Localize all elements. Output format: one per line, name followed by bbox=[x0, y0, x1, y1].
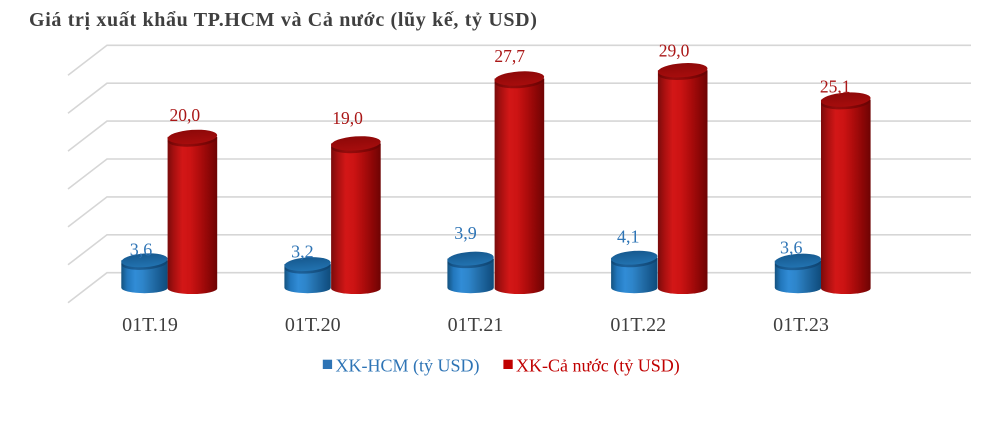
svg-text:XK-Cả nước (tỷ USD): XK-Cả nước (tỷ USD) bbox=[516, 356, 680, 377]
svg-text:01T.20: 01T.20 bbox=[285, 314, 341, 336]
svg-text:3,9: 3,9 bbox=[454, 223, 477, 243]
svg-text:3,6: 3,6 bbox=[130, 240, 153, 260]
svg-text:XK-HCM (tỷ USD): XK-HCM (tỷ USD) bbox=[336, 356, 480, 377]
svg-text:25,1: 25,1 bbox=[820, 77, 851, 97]
svg-text:01T.21: 01T.21 bbox=[448, 314, 504, 336]
svg-text:3,2: 3,2 bbox=[291, 242, 314, 262]
svg-text:3,6: 3,6 bbox=[780, 238, 803, 258]
svg-text:27,7: 27,7 bbox=[494, 46, 525, 66]
svg-text:01T.23: 01T.23 bbox=[773, 314, 829, 336]
svg-text:Giá trị xuất khẩu TP.HCM và Cả: Giá trị xuất khẩu TP.HCM và Cả nước (lũy… bbox=[29, 9, 538, 31]
svg-text:20,0: 20,0 bbox=[169, 105, 200, 125]
svg-text:01T.22: 01T.22 bbox=[610, 314, 666, 336]
svg-text:29,0: 29,0 bbox=[659, 41, 690, 61]
svg-text:01T.19: 01T.19 bbox=[122, 314, 178, 336]
svg-text:19,0: 19,0 bbox=[332, 108, 363, 128]
svg-text:4,1: 4,1 bbox=[617, 227, 640, 247]
